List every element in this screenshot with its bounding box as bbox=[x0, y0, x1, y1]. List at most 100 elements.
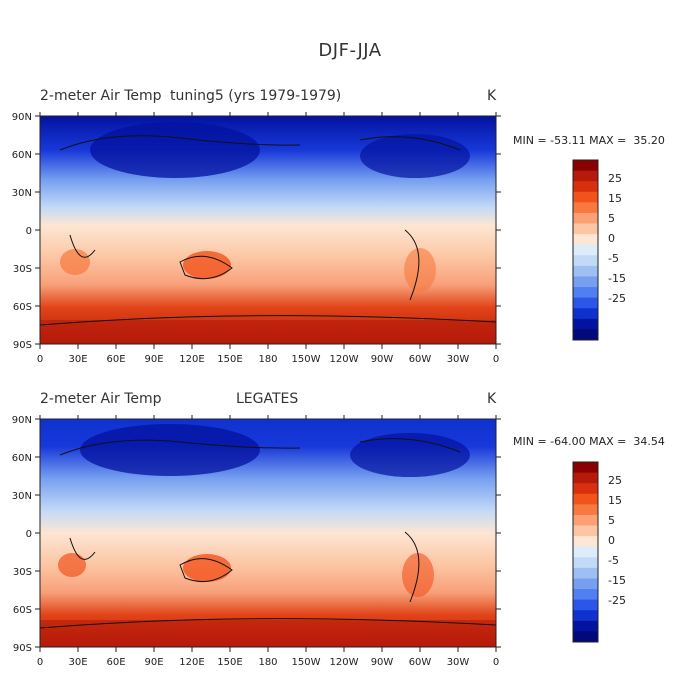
lat-tick-label-bottom: 30N bbox=[12, 491, 32, 502]
map-top-north-america-cold bbox=[360, 134, 470, 178]
colorbar-swatch-top bbox=[573, 318, 598, 330]
colorbar-swatch-bottom bbox=[573, 578, 598, 590]
map-top-africa-warm bbox=[60, 249, 90, 275]
colorbar-label-top: 25 bbox=[608, 172, 622, 185]
lon-tick-label-bottom: 120W bbox=[330, 657, 359, 668]
colorbar-swatch-top bbox=[573, 223, 598, 235]
panel-bottom-minmax: MIN = -64.00 MAX = 34.54 bbox=[513, 435, 665, 448]
lon-tick-label-bottom: 90E bbox=[144, 657, 163, 668]
colorbar-label-bottom: 15 bbox=[608, 494, 622, 507]
map-bottom-australia-warm bbox=[183, 554, 231, 582]
colorbar-swatch-bottom bbox=[573, 472, 598, 484]
panel-bottom-variable-title: 2-meter Air Temp bbox=[40, 391, 162, 407]
lon-tick-label-bottom: 180 bbox=[258, 657, 277, 668]
colorbar-label-bottom: 0 bbox=[608, 534, 615, 547]
lon-tick-label-top: 120E bbox=[179, 354, 204, 365]
colorbar-swatch-bottom bbox=[573, 631, 598, 643]
colorbar-label-bottom: 5 bbox=[608, 514, 615, 527]
panel-top-dataset-title: tuning5 (yrs 1979-1979) bbox=[170, 88, 342, 104]
colorbar-swatch-bottom bbox=[573, 483, 598, 495]
colorbar-label-top: 15 bbox=[608, 192, 622, 205]
lon-tick-label-bottom: 60E bbox=[106, 657, 125, 668]
lat-tick-label-bottom: 90S bbox=[13, 643, 32, 654]
lat-tick-label-bottom: 90N bbox=[12, 415, 32, 426]
lon-tick-label-top: 150E bbox=[217, 354, 242, 365]
colorbar-swatch-bottom bbox=[573, 557, 598, 569]
map-bottom-siberia-cold bbox=[80, 424, 260, 476]
map-top-south-america-warm bbox=[404, 248, 436, 292]
lon-tick-label-bottom: 150W bbox=[292, 657, 321, 668]
map-top-australia-warm bbox=[183, 251, 231, 279]
colorbar-frame-top bbox=[572, 159, 599, 341]
map-bottom bbox=[40, 419, 496, 647]
lon-tick-label-top: 150W bbox=[292, 354, 321, 365]
colorbar-label-bottom: -5 bbox=[608, 554, 619, 567]
map-bottom-coastlines bbox=[40, 438, 496, 629]
colorbar-label-top: -5 bbox=[608, 252, 619, 265]
colorbar-swatch-top bbox=[573, 170, 598, 182]
lat-tick-label-bottom: 60S bbox=[13, 605, 32, 616]
lat-tick-label-top: 90S bbox=[13, 340, 32, 351]
lon-tick-label-bottom: 150E bbox=[217, 657, 242, 668]
lon-tick-label-top: 60E bbox=[106, 354, 125, 365]
lat-tick-label-bottom: 30S bbox=[13, 567, 32, 578]
lon-tick-label-top: 0 bbox=[37, 354, 43, 365]
colorbar-swatch-bottom bbox=[573, 493, 598, 505]
colorbar-label-top: 5 bbox=[608, 212, 615, 225]
figure-title: DJF-JJA bbox=[318, 40, 382, 61]
map-top bbox=[40, 116, 496, 344]
colorbar-swatch-top bbox=[573, 191, 598, 203]
lon-tick-label-top: 30E bbox=[68, 354, 87, 365]
colorbar-label-top: 0 bbox=[608, 232, 615, 245]
colorbar-swatch-top bbox=[573, 297, 598, 309]
lon-tick-label-bottom: 120E bbox=[179, 657, 204, 668]
lat-tick-label-top: 30N bbox=[12, 188, 32, 199]
map-bottom-antarctica-warm bbox=[40, 620, 496, 647]
colorbar-swatch-top bbox=[573, 255, 598, 267]
colorbar-label-top: -25 bbox=[608, 292, 626, 305]
colorbar-swatch-top bbox=[573, 287, 598, 299]
lat-tick-label-top: 60N bbox=[12, 150, 32, 161]
colorbar-swatch-bottom bbox=[573, 589, 598, 601]
colorbar-swatch-top bbox=[573, 329, 598, 341]
colorbar-swatch-top bbox=[573, 160, 598, 172]
lon-tick-label-bottom: 60W bbox=[409, 657, 432, 668]
map-top-coastlines bbox=[40, 135, 496, 326]
colorbar-swatch-bottom bbox=[573, 525, 598, 537]
lat-tick-label-top: 0 bbox=[26, 226, 32, 237]
colorbar-label-bottom: -15 bbox=[608, 574, 626, 587]
colorbar-swatch-bottom bbox=[573, 567, 598, 579]
lon-tick-label-bottom: 30E bbox=[68, 657, 87, 668]
colorbar-swatch-top bbox=[573, 202, 598, 214]
colorbar-label-bottom: 25 bbox=[608, 474, 622, 487]
lon-tick-label-bottom: 90W bbox=[371, 657, 394, 668]
panel-bottom-units: K bbox=[487, 391, 497, 407]
colorbar-label-bottom: -25 bbox=[608, 594, 626, 607]
panel-top-minmax: MIN = -53.11 MAX = 35.20 bbox=[513, 134, 665, 147]
colorbar-swatch-bottom bbox=[573, 610, 598, 622]
lon-tick-label-top: 90W bbox=[371, 354, 394, 365]
colorbar-swatch-top bbox=[573, 234, 598, 246]
colorbars: 25 15 5 0 -5 -15 -25 25 15 5 0 -5 -15 -25 bbox=[572, 159, 626, 643]
lon-tick-label-bottom: 30W bbox=[447, 657, 470, 668]
panel-top-variable-title: 2-meter Air Temp bbox=[40, 88, 162, 104]
colorbar-swatch-bottom bbox=[573, 536, 598, 548]
lat-tick-label-bottom: 0 bbox=[26, 529, 32, 540]
lat-tick-label-top: 90N bbox=[12, 112, 32, 123]
colorbar-frame-bottom bbox=[572, 461, 599, 643]
colorbar-swatch-top bbox=[573, 265, 598, 277]
colorbar-swatch-bottom bbox=[573, 514, 598, 527]
map-axes: 0 30E 60E 90E 120E 150E 180 150W 120W 90W 60W 30W 09… bbox=[12, 112, 501, 668]
panel-top-units: K bbox=[487, 88, 497, 104]
lon-tick-label-top: 120W bbox=[330, 354, 359, 365]
lon-tick-label-top: 0 bbox=[493, 354, 499, 365]
colorbar-label-top: -15 bbox=[608, 272, 626, 285]
colorbar-swatch-top bbox=[573, 212, 598, 225]
map-top-antarctica-warm bbox=[40, 320, 496, 344]
colorbar-swatch-top bbox=[573, 181, 598, 193]
panel-bottom-dataset-title: LEGATES bbox=[236, 391, 299, 407]
lon-tick-label-top: 60W bbox=[409, 354, 432, 365]
map-top-siberia-cold bbox=[90, 122, 260, 178]
colorbar-swatch-bottom bbox=[573, 620, 598, 632]
